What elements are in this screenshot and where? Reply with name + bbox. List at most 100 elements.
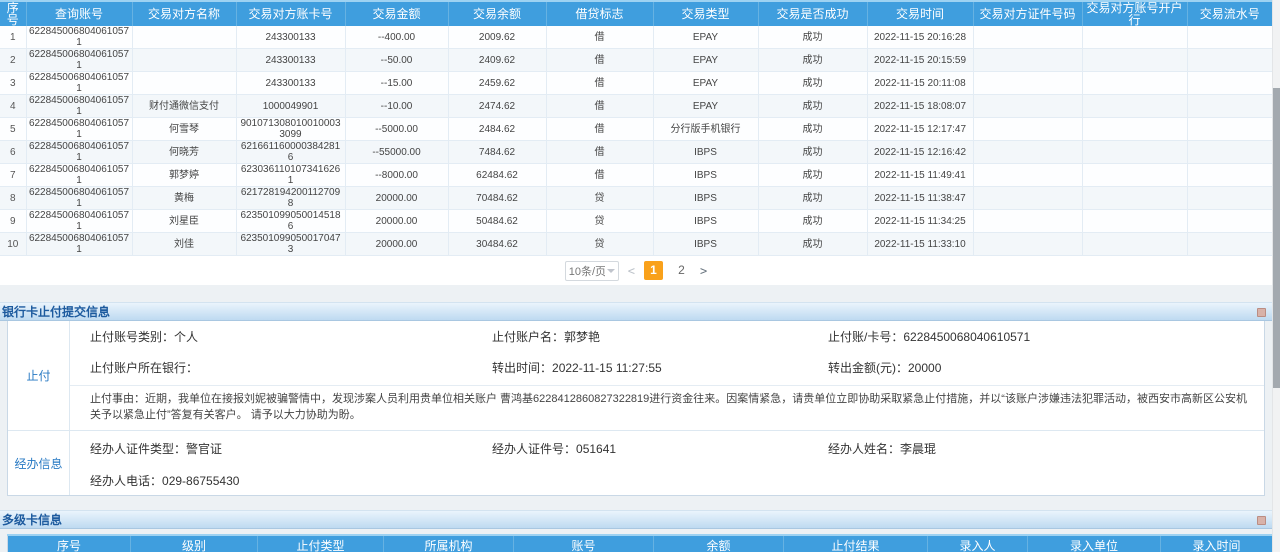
column-header-entry-person[interactable]: 录入人 bbox=[927, 534, 1028, 552]
table-row: 2 6228450068040610571 243300133 --50.00 2409… bbox=[0, 48, 1272, 72]
table-cell: --8000.00 bbox=[344, 163, 449, 187]
table-cell: --15.00 bbox=[344, 71, 449, 95]
field-value: 051641 bbox=[576, 442, 617, 456]
table-cell: 1000049901 bbox=[235, 94, 346, 118]
table-cell bbox=[972, 48, 1083, 72]
scrollbar-thumb[interactable] bbox=[1273, 88, 1280, 388]
column-header-entry-unit[interactable]: 录入单位 bbox=[1027, 534, 1161, 552]
table-cell: IBPS bbox=[652, 163, 759, 187]
field-operator-phone: 经办人电话：029-86755430 bbox=[90, 472, 492, 489]
column-header-index[interactable]: 序号 bbox=[0, 0, 27, 26]
field-value: 6228450068040610571 bbox=[903, 330, 1031, 344]
table-cell bbox=[1186, 140, 1272, 164]
table-cell: 2409.62 bbox=[447, 48, 547, 72]
field-value: 20000 bbox=[908, 361, 942, 375]
table-cell bbox=[1186, 71, 1272, 95]
column-header-entry-time[interactable]: 录入时间 bbox=[1160, 534, 1273, 552]
table-cell: 2022-11-15 12:17:47 bbox=[866, 117, 974, 141]
table-cell: 7484.62 bbox=[447, 140, 547, 164]
table-cell: 2484.62 bbox=[447, 117, 547, 141]
table-cell: 8 bbox=[0, 186, 27, 210]
column-header-index[interactable]: 序号 bbox=[7, 534, 131, 552]
table-cell: 何晓芳 bbox=[131, 140, 237, 164]
field-transfer-amount: 转出金额(元)：20000 bbox=[828, 359, 1264, 376]
table-cell: 5 bbox=[0, 117, 27, 141]
column-header-stop-type[interactable]: 止付类型 bbox=[257, 534, 384, 552]
group-label-operator: 经办信息 bbox=[8, 431, 70, 495]
table-cell bbox=[1186, 186, 1272, 210]
table-cell bbox=[131, 48, 237, 72]
table-cell: 6228450068040610571 bbox=[25, 94, 133, 118]
table-cell: 2022-11-15 11:49:41 bbox=[866, 163, 974, 187]
column-header-counterparty-bank[interactable]: 交易对方账号开户行 bbox=[1082, 0, 1188, 26]
table-row: 1 6228450068040610571 243300133 --400.00 200… bbox=[0, 26, 1272, 49]
column-header-debit-credit-flag[interactable]: 借贷标志 bbox=[546, 0, 654, 26]
table-cell bbox=[972, 117, 1083, 141]
table-cell: 9 bbox=[0, 209, 27, 233]
table-cell bbox=[1186, 209, 1272, 233]
table-cell: IBPS bbox=[652, 209, 759, 233]
field-value: 李晨琨 bbox=[900, 442, 937, 456]
column-header-level[interactable]: 级别 bbox=[130, 534, 258, 552]
table-cell bbox=[972, 94, 1083, 118]
table-cell: 借 bbox=[545, 117, 654, 141]
page-button-1[interactable]: 1 bbox=[644, 261, 663, 280]
table-cell: IBPS bbox=[652, 140, 759, 164]
column-header-counterparty-id[interactable]: 交易对方证件号码 bbox=[973, 0, 1083, 26]
column-header-serial-no[interactable]: 交易流水号 bbox=[1187, 0, 1272, 26]
page-size-select[interactable]: 10条/页 bbox=[564, 260, 619, 281]
field-value: 029-86755430 bbox=[162, 474, 240, 488]
field-row: 止付账号类别：个人 止付账户名：郭梦艳 止付账/卡号：6228450068040… bbox=[70, 321, 1264, 352]
column-header-tx-time[interactable]: 交易时间 bbox=[867, 0, 974, 26]
column-header-institution[interactable]: 所属机构 bbox=[383, 534, 514, 552]
table-cell bbox=[972, 186, 1083, 210]
table-cell bbox=[1081, 48, 1188, 72]
table-cell: 9010713080100100033099 bbox=[235, 117, 346, 141]
table-cell: 1 bbox=[0, 26, 27, 49]
table-cell bbox=[1081, 71, 1188, 95]
section-title-multi-card: 多级卡信息 bbox=[2, 513, 63, 527]
table-cell bbox=[1186, 48, 1272, 72]
section-gap bbox=[0, 285, 1280, 302]
collapse-icon[interactable] bbox=[1257, 516, 1266, 525]
page-button-2[interactable]: 2 bbox=[678, 263, 685, 277]
collapse-icon[interactable] bbox=[1257, 308, 1266, 317]
table-cell bbox=[1081, 26, 1188, 49]
column-header-amount[interactable]: 交易金额 bbox=[345, 0, 449, 26]
column-header-balance[interactable]: 余额 bbox=[653, 534, 784, 552]
table-row: 7 6228450068040610571 郭梦婷 62303611010734162… bbox=[0, 163, 1272, 187]
field-value: 2022-11-15 11:27:55 bbox=[552, 361, 662, 375]
field-label: 经办人证件类型： bbox=[90, 442, 187, 456]
field-label: 转出金额(元)： bbox=[828, 361, 908, 375]
table-cell bbox=[972, 71, 1083, 95]
column-header-counterparty-name[interactable]: 交易对方名称 bbox=[132, 0, 237, 26]
field-row: 止付账户所在银行： 转出时间：2022-11-15 11:27:55 转出金额(… bbox=[70, 352, 1264, 383]
table-cell: 243300133 bbox=[235, 71, 346, 95]
table-cell: EPAY bbox=[652, 71, 759, 95]
column-header-stop-result[interactable]: 止付结果 bbox=[783, 534, 928, 552]
column-header-balance[interactable]: 交易余额 bbox=[448, 0, 547, 26]
prev-page-button[interactable]: < bbox=[627, 263, 635, 278]
next-page-button[interactable]: > bbox=[700, 263, 708, 278]
column-header-query-account[interactable]: 查询账号 bbox=[26, 0, 133, 26]
table-cell: 6228450068040610571 bbox=[25, 71, 133, 95]
table-cell: 借 bbox=[545, 71, 654, 95]
table-cell bbox=[972, 232, 1083, 256]
column-header-tx-success[interactable]: 交易是否成功 bbox=[758, 0, 868, 26]
table-cell: 6235010990500170473 bbox=[235, 232, 346, 256]
table-cell: 3 bbox=[0, 71, 27, 95]
table-cell: 6228450068040610571 bbox=[25, 140, 133, 164]
column-header-counterparty-card[interactable]: 交易对方账卡号 bbox=[236, 0, 346, 26]
field-label: 止付账户所在银行： bbox=[90, 361, 199, 375]
vertical-scrollbar[interactable] bbox=[1272, 0, 1280, 552]
table-cell: 借 bbox=[545, 94, 654, 118]
column-header-tx-type[interactable]: 交易类型 bbox=[653, 0, 759, 26]
stop-payment-group: 止付 止付账号类别：个人 止付账户名：郭梦艳 止付账/卡号：6228450068… bbox=[8, 321, 1264, 430]
table-cell: 6228450068040610571 bbox=[25, 232, 133, 256]
table-cell: 4 bbox=[0, 94, 27, 118]
column-header-account[interactable]: 账号 bbox=[513, 534, 654, 552]
group-label-stop: 止付 bbox=[8, 321, 70, 430]
table-cell: 2022-11-15 20:11:08 bbox=[866, 71, 974, 95]
table-cell: 黄梅 bbox=[131, 186, 237, 210]
table-cell bbox=[1186, 26, 1272, 49]
